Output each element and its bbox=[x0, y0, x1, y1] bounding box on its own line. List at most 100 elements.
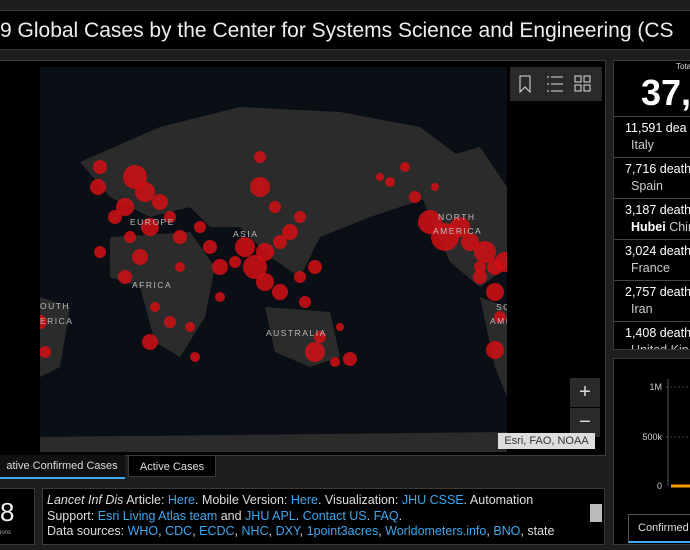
map[interactable]: EUROPE ASIA AFRICA NORTH AMERICA OUTH ER… bbox=[40, 67, 507, 452]
info-box: Lancet Inf Dis Article: Here. Mobile Ver… bbox=[42, 488, 605, 545]
bookmark-icon[interactable] bbox=[519, 75, 531, 94]
case-marker[interactable] bbox=[40, 346, 51, 358]
info-link[interactable]: NHC bbox=[241, 524, 269, 538]
case-marker[interactable] bbox=[152, 194, 168, 210]
case-marker[interactable] bbox=[93, 160, 107, 174]
death-item: 3,024 death France bbox=[614, 239, 690, 281]
death-place: Hubei Chin bbox=[631, 220, 690, 234]
case-marker[interactable] bbox=[108, 210, 122, 224]
case-marker[interactable] bbox=[203, 240, 217, 254]
zoom-in[interactable]: + bbox=[570, 378, 600, 407]
info-link[interactable]: Contact US bbox=[302, 508, 367, 523]
case-marker[interactable] bbox=[132, 249, 148, 265]
case-marker[interactable] bbox=[431, 183, 439, 191]
info-link[interactable]: FAQ bbox=[373, 508, 399, 523]
case-marker[interactable] bbox=[273, 235, 287, 249]
case-marker[interactable] bbox=[294, 271, 306, 283]
tab-active[interactable]: ative Confirmed Cases bbox=[0, 455, 125, 479]
zoom-out[interactable]: − bbox=[570, 408, 600, 437]
case-marker[interactable] bbox=[495, 252, 507, 272]
info-link[interactable]: Worldometers.info bbox=[385, 524, 487, 538]
case-marker[interactable] bbox=[229, 256, 241, 268]
case-marker[interactable] bbox=[164, 316, 176, 328]
info-link[interactable]: BNO bbox=[493, 524, 521, 538]
case-marker[interactable] bbox=[494, 311, 506, 323]
case-marker[interactable] bbox=[305, 342, 325, 362]
info-link[interactable]: WHO bbox=[127, 524, 159, 538]
map-label: ASIA bbox=[233, 229, 258, 239]
info-link[interactable]: DXY bbox=[275, 524, 300, 538]
case-marker[interactable] bbox=[272, 284, 288, 300]
info-text: , bbox=[268, 524, 276, 538]
case-marker[interactable] bbox=[150, 302, 160, 312]
case-marker[interactable] bbox=[486, 283, 504, 301]
case-marker[interactable] bbox=[256, 273, 274, 291]
grid bbox=[666, 386, 690, 438]
mini-chart-tab[interactable]: Confirmed bbox=[628, 514, 690, 543]
info-link[interactable]: JHU CSSE bbox=[401, 493, 464, 507]
info-link[interactable]: Here bbox=[290, 493, 318, 507]
death-count: 11,591 dea bbox=[625, 121, 687, 135]
case-marker[interactable] bbox=[330, 357, 340, 367]
case-marker[interactable] bbox=[194, 221, 206, 233]
case-marker[interactable] bbox=[142, 334, 158, 350]
case-marker[interactable] bbox=[461, 233, 479, 251]
case-marker[interactable] bbox=[385, 177, 395, 187]
info-line: Lancet Inf Dis Article: Here. Mobile Ver… bbox=[47, 493, 584, 509]
case-marker[interactable] bbox=[235, 237, 255, 257]
info-line: Data sources: WHO, CDC, ECDC, NHC, DXY , … bbox=[47, 524, 584, 540]
case-marker[interactable] bbox=[336, 323, 344, 331]
info-text: , bbox=[192, 524, 200, 538]
case-marker[interactable] bbox=[314, 331, 326, 343]
map-label: ERICA bbox=[40, 316, 73, 326]
case-marker[interactable] bbox=[212, 259, 228, 275]
y-tick-label: 500k bbox=[642, 432, 662, 442]
death-place: United Kin bbox=[631, 343, 689, 349]
case-marker[interactable] bbox=[474, 241, 496, 263]
case-marker[interactable] bbox=[40, 315, 47, 329]
case-marker[interactable] bbox=[175, 262, 185, 272]
case-marker[interactable] bbox=[141, 218, 159, 236]
case-marker[interactable] bbox=[473, 270, 487, 284]
case-marker[interactable] bbox=[400, 162, 410, 172]
case-marker[interactable] bbox=[250, 177, 270, 197]
case-marker[interactable] bbox=[256, 243, 274, 261]
case-marker[interactable] bbox=[116, 198, 134, 216]
case-marker[interactable] bbox=[243, 255, 267, 279]
case-marker[interactable] bbox=[135, 182, 155, 202]
case-marker[interactable] bbox=[486, 341, 504, 359]
scrollbar[interactable] bbox=[590, 504, 602, 522]
info-link[interactable]: 1point3acres bbox=[306, 524, 379, 538]
case-marker[interactable] bbox=[450, 217, 470, 237]
case-marker[interactable] bbox=[269, 201, 281, 213]
info-text: . bbox=[398, 508, 403, 523]
case-marker[interactable] bbox=[282, 224, 298, 240]
info-link[interactable]: CDC bbox=[165, 524, 193, 538]
death-item: 1,408 death United Kin bbox=[614, 321, 690, 349]
info-link[interactable]: ECDC bbox=[199, 524, 235, 538]
death-place-text: Spain bbox=[631, 179, 663, 193]
info-link[interactable]: JHU APL bbox=[245, 508, 296, 523]
case-marker[interactable] bbox=[376, 173, 384, 181]
case-marker[interactable] bbox=[409, 191, 421, 203]
case-marker[interactable] bbox=[94, 246, 106, 258]
case-marker[interactable] bbox=[215, 292, 225, 302]
case-marker[interactable] bbox=[254, 151, 266, 163]
layers-icon[interactable] bbox=[547, 76, 563, 92]
info-link[interactable]: Esri Living Atlas team bbox=[97, 508, 218, 523]
case-marker[interactable] bbox=[173, 230, 187, 244]
case-marker[interactable] bbox=[185, 322, 195, 332]
case-marker[interactable] bbox=[164, 211, 176, 223]
case-marker[interactable] bbox=[343, 352, 357, 366]
case-marker[interactable] bbox=[294, 211, 306, 223]
case-marker[interactable] bbox=[190, 352, 200, 362]
case-marker[interactable] bbox=[299, 296, 311, 308]
tab[interactable]: Active Cases bbox=[128, 455, 216, 477]
case-marker[interactable] bbox=[474, 261, 486, 273]
case-marker[interactable] bbox=[90, 179, 106, 195]
basemap-icon[interactable] bbox=[574, 75, 591, 92]
case-marker[interactable] bbox=[124, 231, 136, 243]
case-marker[interactable] bbox=[308, 260, 322, 274]
case-marker[interactable] bbox=[118, 270, 132, 284]
info-link[interactable]: Here bbox=[167, 493, 195, 507]
